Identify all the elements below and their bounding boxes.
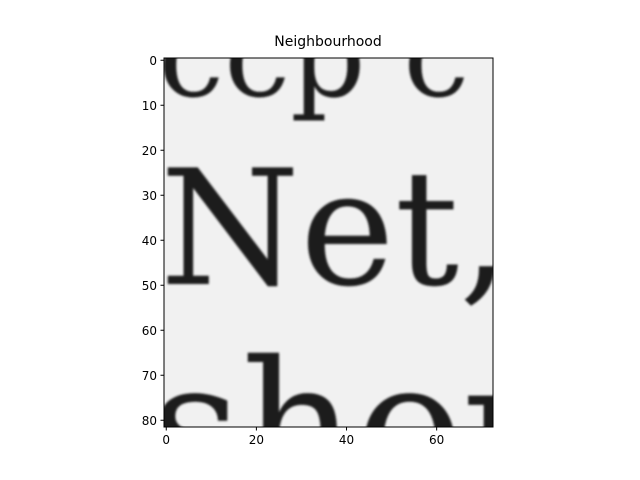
y-tick-label: 80 <box>142 414 157 428</box>
text-fragment-top: ccp c <box>158 0 469 124</box>
x-tick-label: 0 <box>162 433 170 447</box>
x-tick-label: 60 <box>429 433 444 447</box>
y-tick-label: 60 <box>142 324 157 338</box>
y-tick-label: 10 <box>142 99 157 113</box>
y-tick-label: 50 <box>142 279 157 293</box>
y-axis: 0 10 20 30 40 50 60 70 80 <box>142 54 164 428</box>
text-fragment-bottom: shop <box>150 323 577 480</box>
text-fragment-middle: Net, <box>160 135 510 322</box>
y-tick-label: 30 <box>142 189 157 203</box>
x-tick-label: 20 <box>249 433 264 447</box>
y-tick-label: 40 <box>142 234 157 248</box>
y-tick-label: 20 <box>142 144 157 158</box>
image-area: ccp c Net, shop <box>150 0 577 480</box>
x-axis: 0 20 40 60 <box>162 427 444 447</box>
y-tick-label: 0 <box>149 54 157 68</box>
x-tick-label: 40 <box>339 433 354 447</box>
y-tick-label: 70 <box>142 369 157 383</box>
